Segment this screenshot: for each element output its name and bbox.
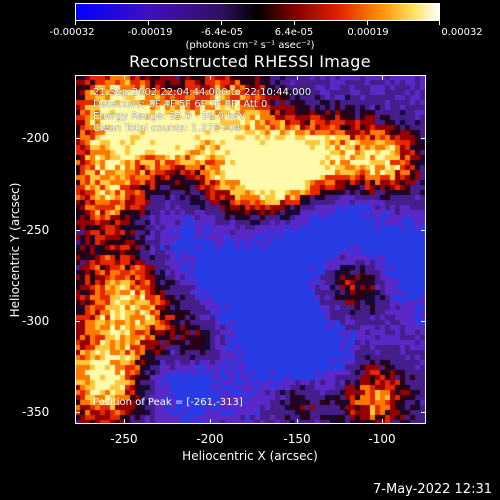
clean-counts-label: Clean Total counts: 1.27E+04	[93, 123, 241, 134]
x-tick-label: -250	[110, 432, 138, 446]
colorbar-tick-label: -6.4e-05	[201, 27, 243, 38]
image-title: Reconstructed RHESSI Image	[129, 52, 371, 71]
colorbar-tick-label: 0.00032	[441, 27, 483, 38]
y-tick-label: -350	[22, 405, 50, 419]
colorbar-tick-label: 6.4e-05	[274, 27, 314, 38]
peak-position-label: Position of Peak = [-261,-313]	[93, 397, 243, 408]
colorbar-tick-label: 0.00019	[347, 27, 389, 38]
energy-range-label: Energy Range: 25.0 - 50.0 keV	[93, 111, 246, 122]
timestamp: 7-May-2022 12:31	[373, 482, 492, 497]
y-tick-label: -200	[22, 131, 50, 145]
detectors-label: Detectors: 3F 4F 5F 6F 7F 8F, Att 0	[93, 99, 268, 110]
y-tick-label: -250	[22, 223, 50, 237]
y-tick-label: -300	[22, 314, 50, 328]
rhessi-image-heatmap	[75, 75, 426, 424]
colorbar	[75, 3, 440, 21]
colorbar-tick-label: -0.00032	[49, 27, 95, 38]
x-tick-label: -150	[283, 432, 311, 446]
colorbar-tick-label: -0.00019	[127, 27, 173, 38]
colorbar-units: (photons cm⁻² s⁻¹ asec⁻²)	[185, 40, 315, 51]
x-tick-label: -200	[196, 432, 224, 446]
x-tick-label: -100	[368, 432, 396, 446]
x-axis-label: Heliocentric X (arcsec)	[182, 449, 318, 463]
time-range-label: 21-Sep-2002 22:04:44.000 to 22:10:44.000	[93, 87, 312, 98]
y-axis-label: Heliocentric Y (arcsec)	[8, 182, 22, 318]
